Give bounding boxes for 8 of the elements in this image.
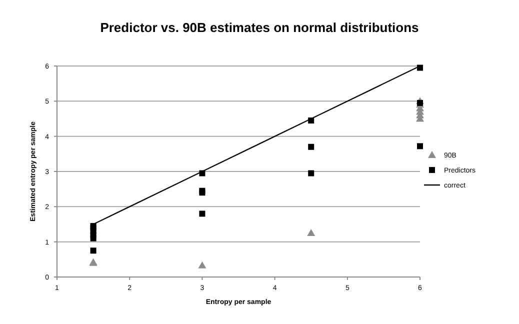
point xyxy=(308,170,314,176)
point xyxy=(199,210,206,217)
point xyxy=(307,229,316,236)
point xyxy=(90,248,96,254)
point xyxy=(308,144,314,150)
point xyxy=(417,143,423,150)
chart-title: Predictor vs. 90B estimates on normal distributions xyxy=(100,20,419,35)
point xyxy=(198,261,206,268)
